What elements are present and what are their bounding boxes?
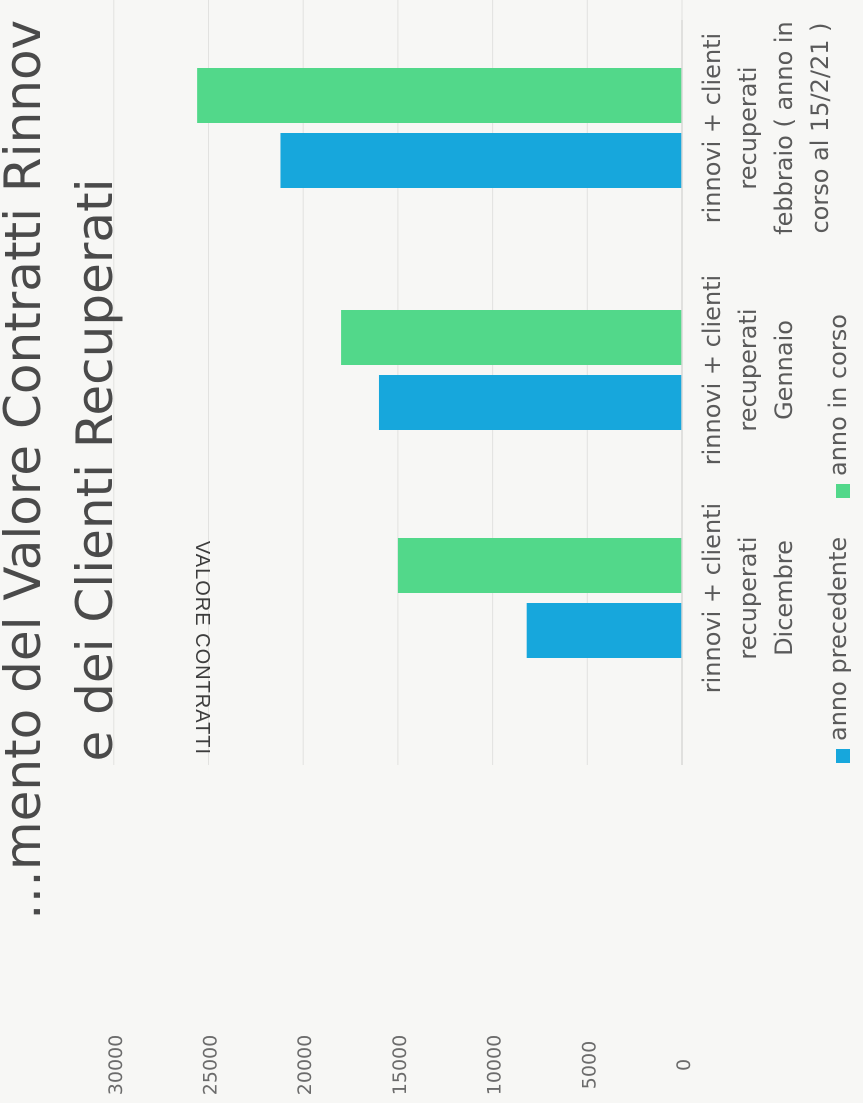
category-label: recuperati — [734, 66, 762, 189]
y-tick-label: 15000 — [389, 1035, 411, 1095]
legend-swatch-anno-in-corso — [836, 484, 850, 498]
y-axis-title: VALORE CONTRATTI — [191, 541, 213, 755]
chart-title-line-2: e dei Clienti Recuperati — [66, 178, 124, 761]
bar-anno-in-corso-1 — [341, 310, 682, 365]
bar-anno-precedente-2 — [280, 133, 682, 188]
y-tick-label: 5000 — [578, 1041, 600, 1089]
category-label: rinnovi + clienti — [698, 275, 726, 465]
chart-title-line-1: …mento del Valore Contratti Rinnov — [0, 20, 52, 920]
y-tick-label: 0 — [673, 1059, 695, 1071]
legend-swatch-anno-precedente — [836, 749, 850, 763]
y-tick-label: 30000 — [105, 1035, 127, 1095]
category-label: Gennaio — [770, 320, 798, 420]
legend-label-anno-precedente: anno precedente — [824, 537, 852, 741]
bar-anno-precedente-1 — [378, 375, 682, 430]
category-label: Dicembre — [770, 540, 798, 656]
y-tick-label: 20000 — [294, 1035, 316, 1095]
bar-anno-precedente-0 — [526, 603, 682, 658]
y-tick-label: 10000 — [484, 1035, 506, 1095]
legend-label-anno-in-corso: anno in corso — [824, 314, 852, 476]
category-label: recuperati — [734, 536, 762, 659]
category-label: recuperati — [734, 308, 762, 431]
category-label: febbraio ( anno in — [770, 21, 798, 235]
bar-anno-in-corso-2 — [197, 68, 683, 123]
category-label: rinnovi + clienti — [698, 503, 726, 693]
category-label: rinnovi + clienti — [698, 33, 726, 223]
category-label: corso al 15/2/21 ) — [806, 22, 834, 233]
y-tick-label: 25000 — [200, 1035, 222, 1095]
bar-anno-in-corso-0 — [397, 538, 682, 593]
